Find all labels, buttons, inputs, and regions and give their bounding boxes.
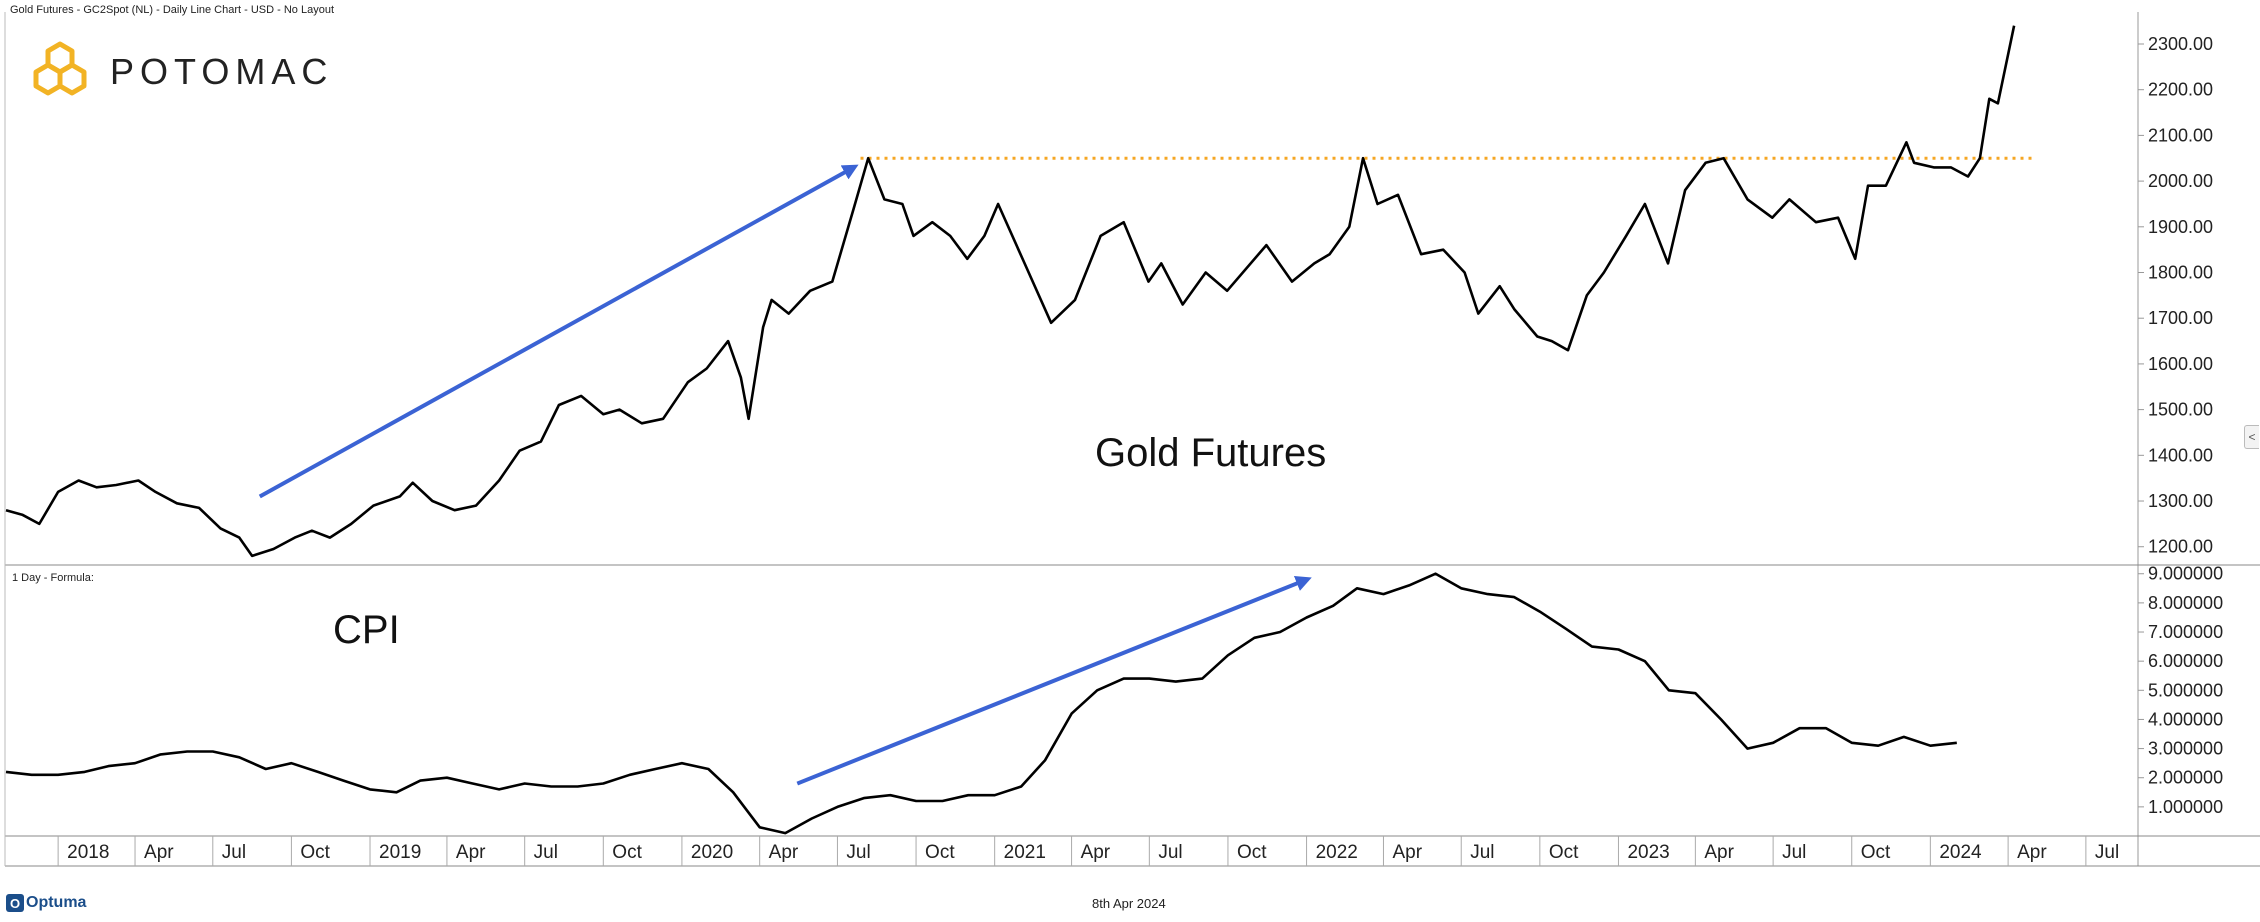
cpi-ytick-label: 2.000000 — [2148, 768, 2223, 788]
gold-ytick-label: 1800.00 — [2148, 263, 2213, 283]
gold-ytick-label: 2200.00 — [2148, 80, 2213, 100]
lower-panel-label: 1 Day - Formula: — [12, 572, 94, 584]
cpi-ytick-label: 6.000000 — [2148, 651, 2223, 671]
cpi-ytick-label: 7.000000 — [2148, 622, 2223, 642]
xtick-label: Apr — [456, 842, 486, 863]
xtick-label: 2018 — [67, 842, 109, 863]
collapse-panel-button[interactable]: < — [2244, 425, 2259, 449]
xtick-label: Apr — [1704, 842, 1734, 863]
gold-ytick-label: 1500.00 — [2148, 400, 2213, 420]
footer-date: 8th Apr 2024 — [1092, 896, 1166, 911]
xtick-label: Jul — [2095, 842, 2119, 863]
xtick-label: Jul — [1782, 842, 1806, 863]
gold-ytick-label: 1600.00 — [2148, 354, 2213, 374]
xtick-label: Apr — [2017, 842, 2047, 863]
chevron-left-icon: < — [2248, 430, 2256, 444]
optuma-name: Optuma — [26, 894, 87, 911]
gold-ytick-label: 1400.00 — [2148, 445, 2213, 465]
xtick-label: Oct — [925, 842, 955, 863]
cpi-annotation: CPI — [333, 608, 400, 652]
cpi-series-line — [5, 572, 1957, 835]
gold-series-line — [5, 25, 2016, 558]
cpi-ytick-label: 1.000000 — [2148, 797, 2223, 817]
gold-ytick-label: 2000.00 — [2148, 171, 2213, 191]
xtick-label: 2023 — [1627, 842, 1669, 863]
xtick-label: 2024 — [1939, 842, 1982, 863]
brand-name: POTOMAC — [110, 51, 334, 92]
gold-futures-annotation: Gold Futures — [1095, 431, 1326, 475]
xtick-label: 2021 — [1004, 842, 1046, 863]
xtick-label: Jul — [846, 842, 870, 863]
cpi-ytick-label: 8.000000 — [2148, 593, 2223, 613]
cpi-trend-arrow — [796, 576, 1312, 786]
xtick-label: 2019 — [379, 842, 421, 863]
xtick-label: 2020 — [691, 842, 733, 863]
xtick-label: Oct — [612, 842, 642, 863]
xtick-label: Oct — [1237, 842, 1267, 863]
xtick-label: Jul — [1470, 842, 1494, 863]
brand-logo: POTOMAC — [28, 40, 333, 104]
gold-ytick-label: 1700.00 — [2148, 308, 2213, 328]
cpi-ytick-label: 3.000000 — [2148, 739, 2223, 759]
gold-ytick-label: 2100.00 — [2148, 125, 2213, 145]
gold-trend-arrow — [258, 164, 859, 499]
xtick-label: Oct — [1549, 842, 1579, 863]
gold-ytick-label: 2300.00 — [2148, 34, 2213, 54]
xtick-label: Apr — [769, 842, 799, 863]
potomac-logo-icon — [33, 41, 87, 96]
cpi-ytick-label: 9.000000 — [2148, 564, 2223, 584]
optuma-icon: O — [6, 894, 24, 912]
xtick-label: Jul — [222, 842, 246, 863]
xtick-label: Apr — [1081, 842, 1111, 863]
xtick-label: Oct — [1861, 842, 1891, 863]
gold-ytick-label: 1200.00 — [2148, 537, 2213, 557]
optuma-logo: O Optuma — [6, 894, 86, 912]
cpi-ytick-label: 4.000000 — [2148, 709, 2223, 729]
xtick-label: Apr — [1392, 842, 1422, 863]
xtick-label: Oct — [300, 842, 330, 863]
xtick-label: Jul — [534, 842, 558, 863]
xtick-label: 2022 — [1316, 842, 1358, 863]
chart-title: Gold Futures - GC2Spot (NL) - Daily Line… — [10, 4, 335, 16]
cpi-ytick-label: 5.000000 — [2148, 680, 2223, 700]
xtick-label: Apr — [144, 842, 174, 863]
gold-ytick-label: 1300.00 — [2148, 491, 2213, 511]
xtick-label: Jul — [1158, 842, 1182, 863]
gold-ytick-label: 1900.00 — [2148, 217, 2213, 237]
